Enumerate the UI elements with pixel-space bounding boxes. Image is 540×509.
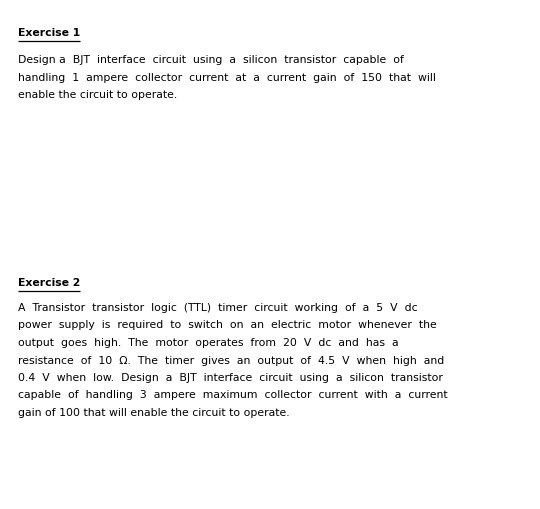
Text: gain of 100 that will enable the circuit to operate.: gain of 100 that will enable the circuit… [18,408,289,418]
Text: enable the circuit to operate.: enable the circuit to operate. [18,90,177,100]
Text: Exercise 2: Exercise 2 [18,278,80,288]
Text: power  supply  is  required  to  switch  on  an  electric  motor  whenever  the: power supply is required to switch on an… [18,321,437,330]
Text: A  Transistor  transistor  logic  (TTL)  timer  circuit  working  of  a  5  V  d: A Transistor transistor logic (TTL) time… [18,303,417,313]
Text: output  goes  high.  The  motor  operates  from  20  V  dc  and  has  a: output goes high. The motor operates fro… [18,338,399,348]
Text: 0.4  V  when  low.  Design  a  BJT  interface  circuit  using  a  silicon  trans: 0.4 V when low. Design a BJT interface c… [18,373,443,383]
Text: resistance  of  10  Ω.  The  timer  gives  an  output  of  4.5  V  when  high  a: resistance of 10 Ω. The timer gives an o… [18,355,444,365]
Text: Exercise 1: Exercise 1 [18,28,80,38]
Text: capable  of  handling  3  ampere  maximum  collector  current  with  a  current: capable of handling 3 ampere maximum col… [18,390,448,401]
Text: handling  1  ampere  collector  current  at  a  current  gain  of  150  that  wi: handling 1 ampere collector current at a… [18,72,436,82]
Text: Design a  BJT  interface  circuit  using  a  silicon  transistor  capable  of: Design a BJT interface circuit using a s… [18,55,404,65]
